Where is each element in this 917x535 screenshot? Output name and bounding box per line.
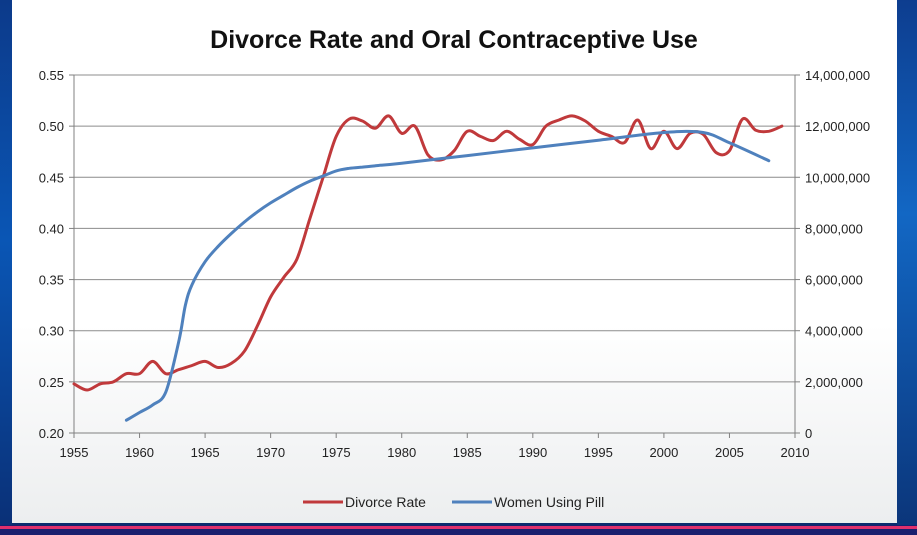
x-tick-label: 1985 xyxy=(453,445,482,460)
x-tick-label: 1990 xyxy=(518,445,547,460)
legend-label-women-using-pill: Women Using Pill xyxy=(494,494,604,510)
y-left-tick-label: 0.25 xyxy=(39,375,64,390)
slide-accent-line xyxy=(0,526,917,529)
x-tick-label: 2005 xyxy=(715,445,744,460)
x-tick-label: 2000 xyxy=(649,445,678,460)
series-line-women-using-pill xyxy=(124,129,771,422)
y-left-tick-label: 0.55 xyxy=(39,68,64,83)
slide-frame-right xyxy=(897,0,917,535)
slide-frame-bottom xyxy=(0,525,917,535)
x-tick-label: 1965 xyxy=(191,445,220,460)
y-left-tick-label: 0.50 xyxy=(39,119,64,134)
y-right-tick-label: 12,000,000 xyxy=(805,119,870,134)
series-lines xyxy=(72,114,784,422)
y-right-tick-label: 6,000,000 xyxy=(805,273,863,288)
x-tick-label: 1975 xyxy=(322,445,351,460)
x-tick-label: 1960 xyxy=(125,445,154,460)
legend: Divorce Rate Women Using Pill xyxy=(303,494,604,510)
series-line-divorce-rate xyxy=(72,114,784,392)
chart-slide: Divorce Rate and Oral Contraceptive Use … xyxy=(12,0,897,523)
x-tick-label: 2010 xyxy=(781,445,810,460)
y-right-tick-label: 10,000,000 xyxy=(805,170,870,185)
y-right-tick-label: 8,000,000 xyxy=(805,221,863,236)
axes: 0.20 0.25 0.30 0.35 0.40 0.45 0.50 0.55 0 2,000,0… xyxy=(39,68,870,460)
y-left-tick-label: 0.30 xyxy=(39,324,64,339)
legend-label-divorce-rate: Divorce Rate xyxy=(345,494,426,510)
chart-title: Divorce Rate and Oral Contraceptive Use xyxy=(210,26,698,54)
x-tick-label: 1970 xyxy=(256,445,285,460)
y-left-tick-label: 0.20 xyxy=(39,426,64,441)
slide-frame-left xyxy=(0,0,12,535)
y-left-tick-label: 0.40 xyxy=(39,221,64,236)
y-right-tick-label: 2,000,000 xyxy=(805,375,863,390)
y-right-tick-label: 4,000,000 xyxy=(805,324,863,339)
chart-svg: Divorce Rate and Oral Contraceptive Use … xyxy=(39,26,870,510)
y-right-tick-label: 14,000,000 xyxy=(805,68,870,83)
grid-lines xyxy=(74,74,795,383)
x-tick-label: 1995 xyxy=(584,445,613,460)
y-left-tick-label: 0.45 xyxy=(39,170,64,185)
y-left-tick-label: 0.35 xyxy=(39,273,64,288)
x-tick-label: 1980 xyxy=(387,445,416,460)
x-tick-label: 1955 xyxy=(60,445,89,460)
y-right-tick-label: 0 xyxy=(805,426,812,441)
